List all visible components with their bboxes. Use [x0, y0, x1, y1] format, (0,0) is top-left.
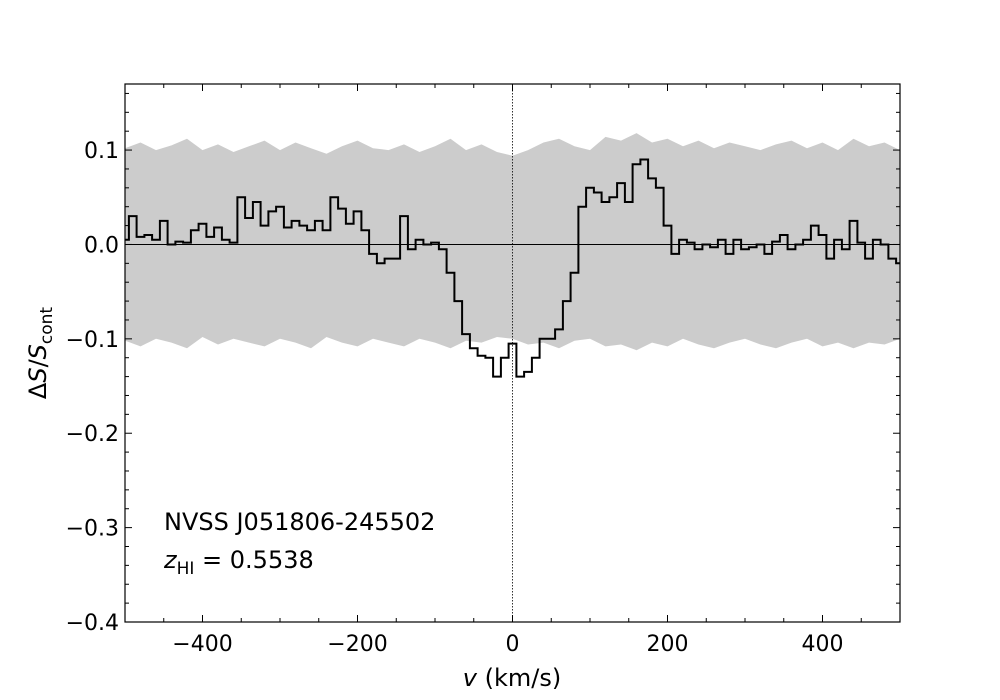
plot-area	[125, 84, 900, 622]
y-tick-label: 0.0	[84, 233, 119, 258]
y-tick-label: 0.1	[84, 139, 119, 164]
y-tick-label: −0.4	[66, 611, 119, 636]
x-tick-label: 0	[506, 632, 520, 657]
plot-frame	[124, 83, 901, 623]
redshift-annotation: zHI = 0.5538	[163, 546, 314, 579]
x-tick-label: −200	[327, 632, 387, 657]
tick-labels: −400 −200 0 200 400 0.1 0.0 −0.1 −0.2 −0.3 −0.4	[66, 139, 844, 657]
x-tick-label: 400	[802, 632, 844, 657]
noise-band	[125, 133, 900, 351]
y-tick-label: −0.2	[66, 422, 119, 447]
y-tick-label: −0.1	[66, 328, 119, 353]
y-axis-label: ΔS/Scont	[24, 307, 57, 400]
source-name-annotation: NVSS J051806-245502	[164, 508, 435, 536]
y-tick-label: −0.3	[66, 517, 119, 542]
x-axis-label: v (km/s)	[463, 664, 561, 692]
x-tick-label: 200	[647, 632, 689, 657]
spectrum-line	[125, 158, 900, 378]
x-tick-label: −400	[172, 632, 232, 657]
axis-ticks	[124, 84, 901, 623]
